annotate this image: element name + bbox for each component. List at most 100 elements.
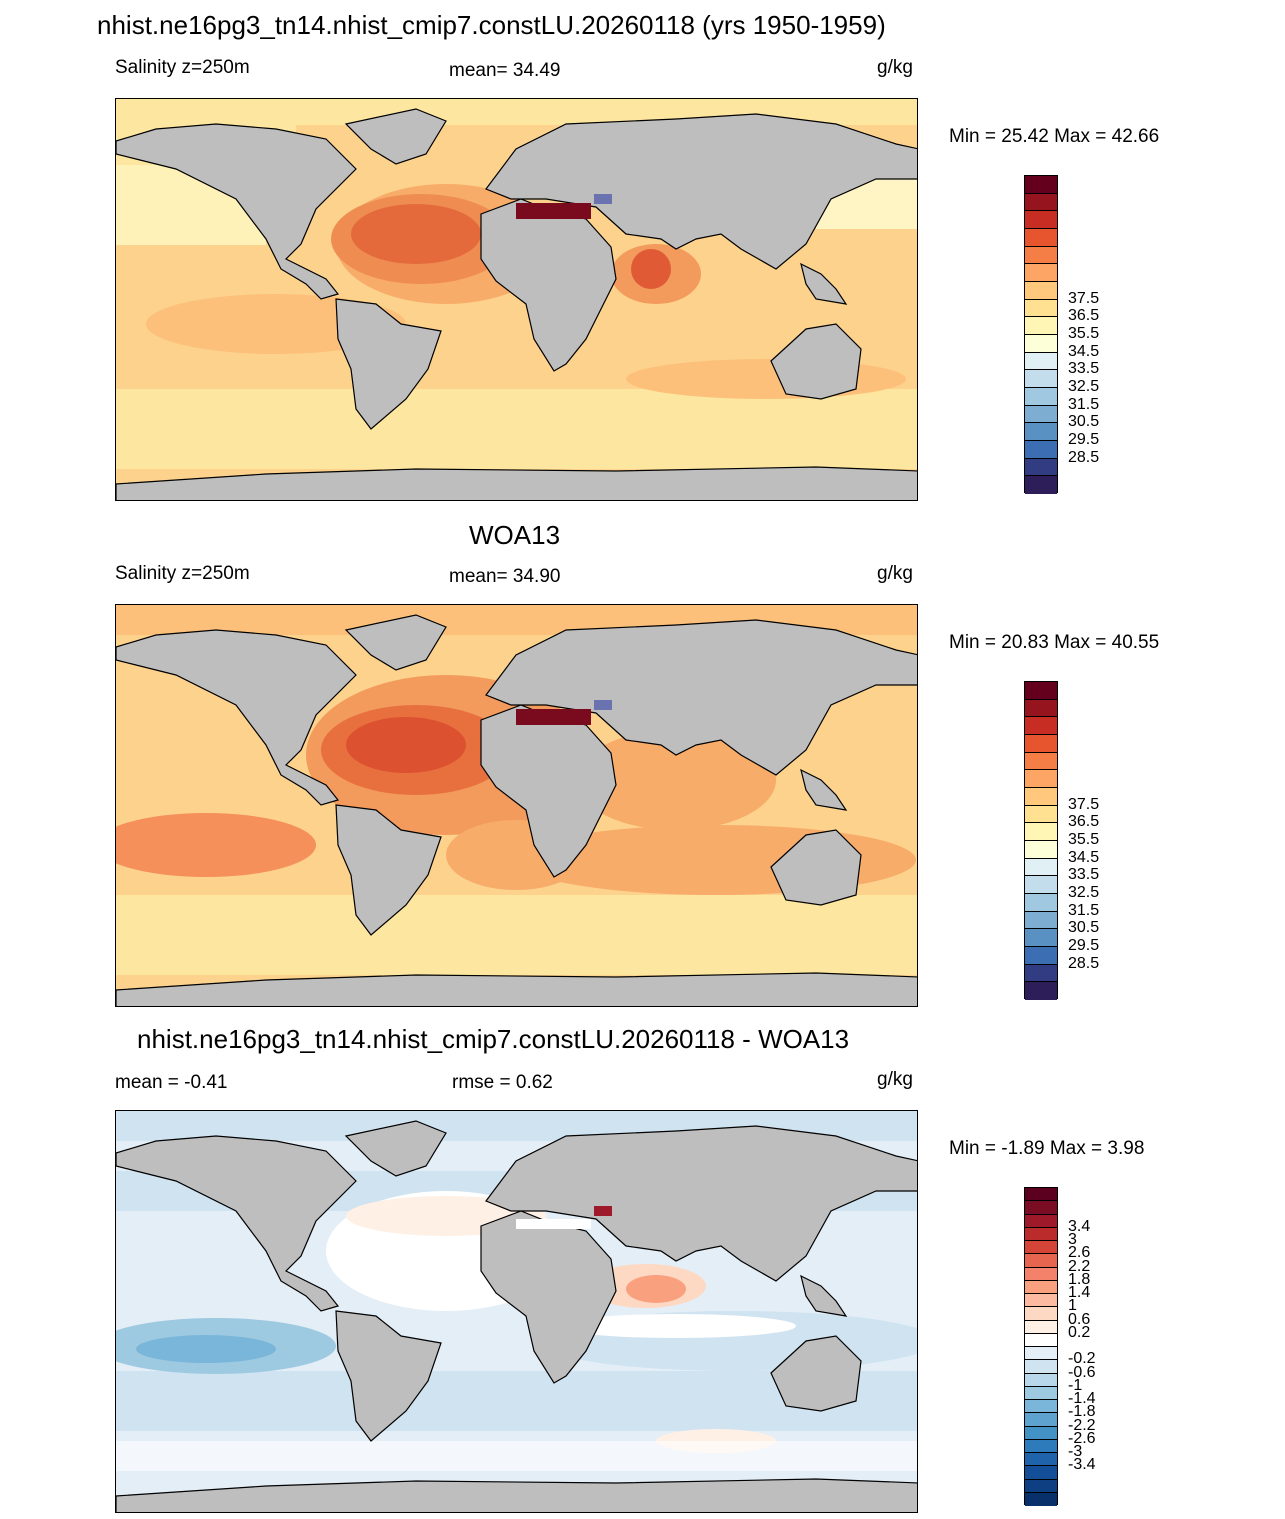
panel1-colorbar-labels: 28.5 29.5 30.5 31.5 32.5 33.5 34.5 35.5 36.5 37.5 (1068, 175, 1148, 493)
colorbar-label: 31.5 (1068, 901, 1100, 919)
colorbar-swatch (1025, 476, 1057, 494)
colorbar-swatch (1025, 1280, 1057, 1294)
colorbar-label: -2.6 (1068, 1429, 1096, 1447)
panel3-heading: nhist.ne16pg3_tn14.nhist_cmip7.constLU.2… (137, 1024, 850, 1054)
colorbar-swatch (1025, 929, 1057, 947)
colorbar-swatch (1025, 1453, 1057, 1467)
colorbar-label: 33.5 (1068, 866, 1100, 884)
colorbar-swatch (1025, 352, 1057, 371)
colorbar-label: 1.4 (1068, 1284, 1091, 1301)
colorbar-label: -0.6 (1068, 1363, 1096, 1381)
colorbar-swatch (1025, 1492, 1057, 1506)
colorbar-label: 34.5 (1068, 342, 1100, 360)
colorbar-swatch (1025, 1426, 1057, 1440)
colorbar-swatch (1025, 1320, 1057, 1334)
panel2-left-label: Salinity z=250m (115, 563, 250, 584)
panel1-map (115, 98, 918, 501)
colorbar-swatch (1025, 717, 1057, 735)
colorbar-label: 36.5 (1068, 813, 1100, 831)
colorbar-swatch (1025, 1294, 1057, 1308)
colorbar-swatch (1025, 1373, 1057, 1387)
colorbar-label: 3.4 (1068, 1217, 1091, 1235)
colorbar-label: -3 (1068, 1443, 1083, 1460)
main-title: nhist.ne16pg3_tn14.nhist_cmip7.constLU.2… (97, 10, 886, 40)
colorbar-swatch (1025, 387, 1057, 406)
colorbar-swatch (1025, 699, 1057, 718)
colorbar-swatch (1025, 1241, 1057, 1255)
panel2-map-svg (116, 605, 917, 1006)
panel2-units: g/kg (877, 563, 913, 584)
panel2-colorbar (1024, 681, 1058, 1000)
colorbar-label: 1 (1068, 1297, 1077, 1315)
colorbar-label: -0.2 (1068, 1350, 1096, 1368)
colorbar-swatch (1025, 805, 1057, 824)
colorbar-swatch (1025, 982, 1057, 1000)
colorbar-label: 2.6 (1068, 1244, 1091, 1262)
colorbar-swatch (1025, 1188, 1057, 1202)
panel1-mean-label: mean= 34.49 (449, 60, 561, 81)
colorbar-swatch (1025, 299, 1057, 318)
panel2-minmax: Min = 20.83 Max = 40.55 (949, 632, 1160, 653)
panel2-mean-label: mean= 34.90 (449, 566, 561, 587)
colorbar-label: 36.5 (1068, 307, 1100, 325)
panel2-map (115, 604, 918, 1007)
colorbar-swatch (1025, 264, 1057, 282)
colorbar-swatch (1025, 423, 1057, 441)
colorbar-label: 35.5 (1068, 325, 1100, 342)
colorbar-label: 28.5 (1068, 448, 1100, 466)
colorbar-swatch (1025, 281, 1057, 300)
colorbar-swatch (1025, 1400, 1057, 1414)
colorbar-swatch (1025, 876, 1057, 894)
colorbar-label: 37.5 (1068, 795, 1100, 813)
panel3-map (115, 1110, 918, 1513)
colorbar-label: -1 (1068, 1376, 1083, 1394)
colorbar-label: 33.5 (1068, 360, 1100, 378)
colorbar-swatch (1025, 911, 1057, 930)
colorbar-label: 29.5 (1068, 431, 1100, 448)
colorbar-swatch (1025, 964, 1057, 983)
colorbar-label: 35.5 (1068, 831, 1100, 848)
panel3-mean-label: mean = -0.41 (115, 1072, 228, 1093)
colorbar-swatch (1025, 734, 1057, 753)
colorbar-swatch (1025, 246, 1057, 265)
colorbar-swatch (1025, 440, 1057, 459)
colorbar-swatch (1025, 1439, 1057, 1453)
panel3-map-svg (116, 1111, 917, 1512)
colorbar-swatch (1025, 317, 1057, 335)
panel1-minmax: Min = 25.42 Max = 42.66 (949, 126, 1160, 147)
panel1-units: g/kg (877, 57, 913, 78)
colorbar-label: -1.4 (1068, 1390, 1096, 1407)
colorbar-label: 34.5 (1068, 848, 1100, 866)
colorbar-label: 0.6 (1068, 1310, 1091, 1328)
panel3-colorbar (1024, 1187, 1058, 1506)
colorbar-label: 2.2 (1068, 1257, 1091, 1275)
colorbar-swatch (1025, 1479, 1057, 1493)
colorbar-swatch (1025, 787, 1057, 806)
colorbar-swatch (1025, 228, 1057, 247)
colorbar-swatch (1025, 682, 1057, 700)
panel3-colorbar-labels: -3.4 -3 -2.6 -2.2 -1.8 -1.4 -1 -0.6 -0.2 0.2 0.6 1 1… (1068, 1187, 1148, 1505)
colorbar-swatch (1025, 1333, 1057, 1347)
colorbar-label: 29.5 (1068, 937, 1100, 954)
panel1-map-svg (116, 99, 917, 500)
colorbar-label: 30.5 (1068, 919, 1100, 937)
colorbar-swatch (1025, 752, 1057, 771)
colorbar-swatch (1025, 1227, 1057, 1241)
colorbar-swatch (1025, 211, 1057, 229)
colorbar-label: 1.8 (1068, 1270, 1091, 1288)
panel1-left-label: Salinity z=250m (115, 57, 250, 78)
colorbar-swatch (1025, 1360, 1057, 1374)
colorbar-swatch (1025, 1201, 1057, 1215)
colorbar-swatch (1025, 840, 1057, 859)
colorbar-swatch (1025, 176, 1057, 194)
colorbar-label: 3 (1068, 1231, 1077, 1248)
panel3-units: g/kg (877, 1069, 913, 1090)
colorbar-swatch (1025, 1347, 1057, 1361)
panel2-colorbar-labels: 28.5 29.5 30.5 31.5 32.5 33.5 34.5 35.5 36.5 37.5 (1068, 681, 1148, 999)
colorbar-label: 28.5 (1068, 954, 1100, 972)
colorbar-swatch (1025, 1254, 1057, 1268)
colorbar-swatch (1025, 458, 1057, 477)
colorbar-swatch (1025, 1214, 1057, 1228)
colorbar-label: 0.2 (1068, 1323, 1091, 1341)
colorbar-swatch (1025, 1267, 1057, 1281)
